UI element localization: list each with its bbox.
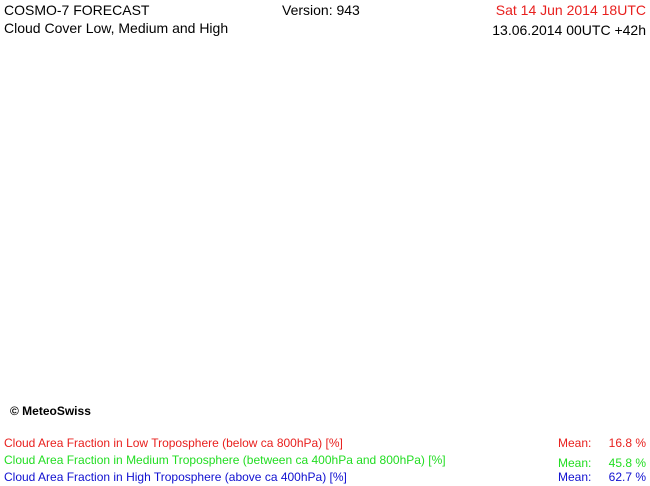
high-cloud-area: [5, 140, 573, 416]
mean-label: Mean:: [558, 436, 592, 450]
medium-cloud-area: [410, 200, 573, 252]
mean-value: 16.8 %: [608, 436, 646, 450]
legend-medium: Cloud Area Fraction in Medium Tropospher…: [4, 453, 446, 467]
borders: [5, 54, 573, 416]
mean-label: Mean:: [558, 470, 592, 484]
version: Version: 943: [282, 2, 360, 18]
high-cloud-band: [200, 124, 573, 163]
mean-label: Mean:: [558, 456, 592, 470]
mean-value: 62.7 %: [608, 470, 646, 484]
medium-cloud-area: [40, 369, 69, 396]
credit: © MeteoSwiss: [10, 404, 91, 418]
coastlines-lakes: [179, 199, 531, 381]
clear-area: [5, 247, 100, 334]
product-title: COSMO-7 FORECAST: [4, 2, 150, 18]
map-layers: [5, 46, 573, 416]
map-background: [5, 46, 573, 416]
legend-high: Cloud Area Fraction in High Troposphere …: [4, 470, 347, 484]
subtitle: Cloud Cover Low, Medium and High: [4, 20, 229, 36]
run-time: 13.06.2014 00UTC +42h: [492, 22, 646, 38]
legend-low: Cloud Area Fraction in Low Troposphere (…: [4, 436, 343, 450]
clear-area: [240, 90, 380, 128]
medium-cloud-area: [220, 168, 256, 187]
mean-value: 45.8 %: [608, 456, 646, 470]
clear-area: [110, 277, 175, 343]
valid-time: Sat 14 Jun 2014 18UTC: [495, 2, 646, 18]
map-frame: [4, 45, 574, 417]
